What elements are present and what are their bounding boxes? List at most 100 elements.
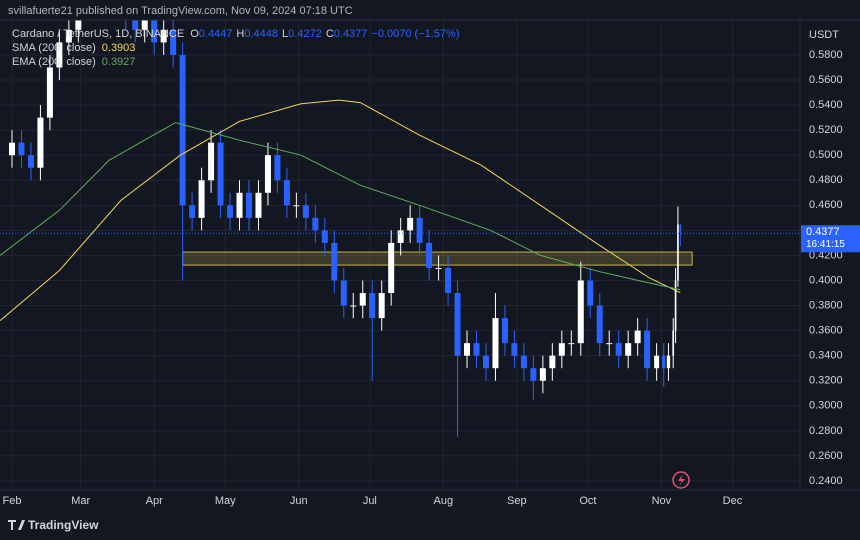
candle-body (18, 142, 25, 156)
candle-body (151, 20, 158, 43)
candle-body (654, 355, 660, 369)
candle-body (236, 192, 243, 218)
candle-body (407, 217, 414, 231)
brand: TradingView (8, 518, 99, 532)
candle-body (672, 330, 675, 356)
candle-body (530, 368, 537, 381)
y-tick-label: 0.3200 (809, 375, 843, 387)
candle-body (141, 20, 148, 30)
candle-body (160, 29, 167, 43)
candle-body (331, 242, 338, 281)
candle-body (217, 142, 224, 206)
y-tick-label: 0.5800 (809, 49, 843, 61)
x-tick-label: Mar (71, 495, 90, 507)
candle-body (662, 355, 666, 369)
y-tick-label: 0.2400 (809, 475, 843, 487)
ohlc-letter: L (282, 28, 288, 40)
ohlc-value: 0.4447 (199, 28, 233, 40)
candle-body (674, 280, 677, 331)
y-tick-label: 0.3800 (809, 299, 843, 311)
y-tick-label: 0.3000 (809, 400, 843, 412)
candle-body (27, 155, 34, 168)
x-tick-label: Jun (290, 495, 308, 507)
ohlc-value: 0.4377 (334, 28, 368, 40)
candle-body (596, 305, 603, 344)
ma-legend: SMA (200, close) 0.3903 EMA (200, close) 0.… (12, 42, 135, 68)
x-tick-label: Apr (146, 495, 163, 507)
candle-body (625, 343, 632, 356)
candle-body (369, 293, 376, 319)
change: −0.0070 (−1.57%) (371, 28, 459, 40)
candle-body (677, 224, 679, 281)
x-tick-label: Aug (434, 495, 454, 507)
y-tick-label: 0.5600 (809, 74, 843, 86)
candle-body (539, 368, 546, 381)
moving-average-line (0, 99, 681, 321)
candle-body (482, 355, 489, 369)
candle-body (293, 205, 300, 207)
candle-body (606, 343, 613, 345)
y-tick-label: 0.3400 (809, 350, 843, 362)
y-tick-label: 0.4000 (809, 274, 843, 286)
x-tick-label: Jul (363, 495, 377, 507)
candle-body (340, 280, 347, 306)
candle-body (65, 29, 72, 43)
candle-body (679, 224, 682, 234)
candle-body (8, 142, 15, 156)
ohlc-value: 0.4448 (244, 28, 278, 40)
ohlc-letter: H (236, 28, 244, 40)
candle-body (388, 242, 395, 294)
candle-body (227, 205, 234, 218)
axes: 0.2400 0.2600 0.2800 0.3000 0.3200 0.3400 0.36… (3, 49, 860, 507)
candle-body (445, 267, 452, 294)
candle-body (634, 330, 641, 344)
moving-average-line (0, 122, 681, 291)
candle-body (473, 343, 480, 356)
ma-legend-entry: EMA (200, close) 0.3927 (12, 56, 135, 68)
candle-body (302, 205, 309, 218)
x-tick-label: Nov (652, 495, 672, 507)
ma-value: 0.3927 (102, 56, 136, 68)
candle-body (378, 293, 385, 319)
candle-body (426, 242, 433, 268)
candle-body (359, 293, 366, 306)
ma-value: 0.3903 (102, 42, 136, 54)
price-label-box (801, 225, 860, 253)
support-zone (182, 251, 693, 266)
y-tick-label: 0.2600 (809, 450, 843, 462)
candle-body (501, 318, 508, 344)
candle-body (75, 20, 82, 30)
symbol: Cardano / TetherUS, 1D, BINANCE (12, 28, 184, 40)
ohlc-letter: C (326, 28, 334, 40)
y-tick-label: 0.5000 (809, 149, 843, 161)
x-tick-label: Sep (507, 495, 527, 507)
x-tick-label: Dec (723, 495, 743, 507)
candle-body (208, 142, 215, 181)
y-tick-label: 0.4600 (809, 199, 843, 211)
candle-body (170, 29, 177, 55)
grid (0, 20, 800, 490)
countdown: 16:41:15 (806, 239, 845, 250)
ohlc-value: 0.4272 (288, 28, 322, 40)
x-tick-label: May (215, 495, 236, 507)
y-tick-label: 0.5400 (809, 99, 843, 111)
candle-body (245, 192, 252, 218)
candle-body (255, 192, 262, 218)
candle-body (46, 67, 53, 118)
candle-body (577, 280, 584, 344)
candle-body (283, 180, 290, 206)
candle-body (416, 217, 423, 243)
candle-body (549, 355, 556, 369)
ma-legend-entry: SMA (200, close) 0.3903 (12, 42, 135, 54)
candle-body (520, 355, 527, 369)
ohlc-letter: O (190, 28, 199, 40)
candle-body (179, 54, 186, 206)
candle-body (587, 280, 594, 306)
candle-body (350, 305, 357, 307)
candle-body (666, 355, 671, 369)
candle-body (644, 330, 651, 369)
candle-body (264, 155, 271, 193)
candle-body (189, 205, 196, 218)
